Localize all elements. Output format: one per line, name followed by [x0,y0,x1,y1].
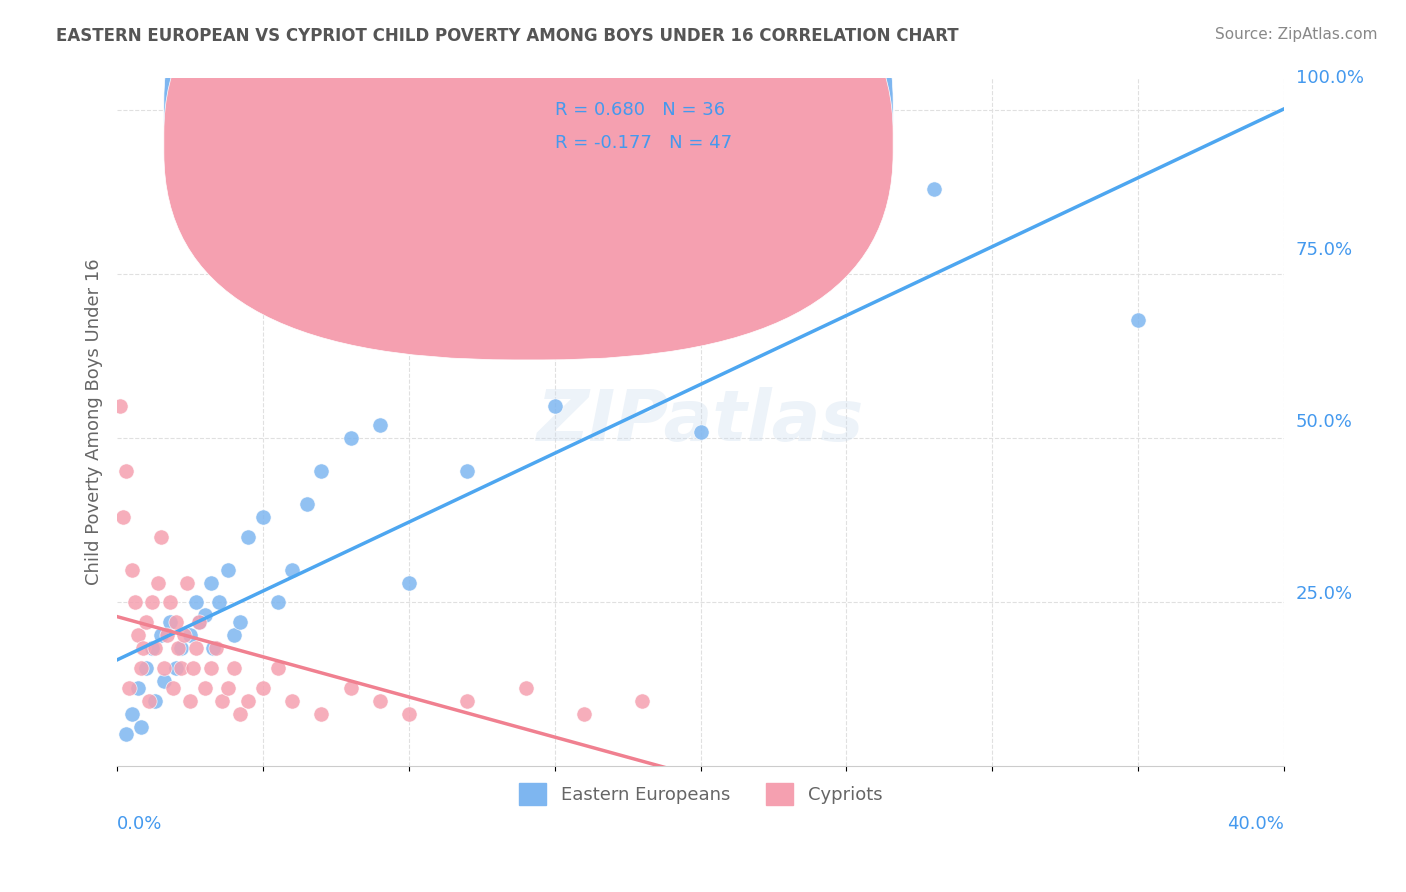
Point [217,562,239,576]
Point [222,628,245,642]
Point [456,464,478,478]
Point [149,530,172,544]
FancyBboxPatch shape [165,0,893,360]
FancyBboxPatch shape [491,85,794,174]
Y-axis label: Child Poverty Among Boys Under 16: Child Poverty Among Boys Under 16 [86,259,103,585]
Text: R = -0.177   N = 47: R = -0.177 N = 47 [555,134,733,152]
Point [162,681,184,695]
Text: 40.0%: 40.0% [1227,814,1284,832]
Text: 100.0%: 100.0% [1296,69,1364,87]
Point [295,497,318,511]
Point [689,425,711,439]
Point [222,661,245,675]
Point [184,595,207,609]
Point [111,510,134,524]
Point [149,628,172,642]
Point [179,694,201,708]
Point [146,575,169,590]
Point [184,641,207,656]
Point [118,681,141,695]
Point [211,694,233,708]
Text: 50.0%: 50.0% [1296,413,1353,431]
Text: 75.0%: 75.0% [1296,241,1353,259]
Point [108,399,131,413]
Point [252,681,274,695]
Point [127,681,149,695]
Point [311,464,333,478]
Point [194,608,217,623]
Point [153,661,176,675]
Point [281,694,304,708]
Point [631,694,654,708]
Point [205,641,228,656]
Point [194,681,217,695]
Point [368,694,391,708]
Point [572,706,595,721]
Point [208,595,231,609]
Point [266,661,288,675]
Point [266,595,288,609]
Point [153,673,176,688]
Point [167,641,190,656]
Point [138,694,160,708]
Point [124,595,146,609]
Point [311,706,333,721]
Point [456,694,478,708]
Legend: Eastern Europeans, Cypriots: Eastern Europeans, Cypriots [512,776,890,813]
FancyBboxPatch shape [165,0,893,326]
Point [252,510,274,524]
Text: EASTERN EUROPEAN VS CYPRIOT CHILD POVERTY AMONG BOYS UNDER 16 CORRELATION CHART: EASTERN EUROPEAN VS CYPRIOT CHILD POVERT… [56,27,959,45]
Point [135,661,157,675]
Point [228,706,250,721]
Text: 0.0%: 0.0% [117,814,163,832]
Point [165,661,187,675]
Point [173,628,195,642]
Point [398,575,420,590]
Point [115,464,138,478]
Point [159,595,181,609]
Point [922,182,945,196]
Point [368,418,391,433]
Point [217,681,239,695]
Point [176,575,198,590]
Point [121,706,143,721]
Point [156,628,179,642]
Point [228,615,250,629]
Text: ZIPatlas: ZIPatlas [537,387,865,457]
Point [135,615,157,629]
Point [281,562,304,576]
Point [238,530,260,544]
Text: Source: ZipAtlas.com: Source: ZipAtlas.com [1215,27,1378,42]
Point [187,615,209,629]
Point [129,720,152,734]
Point [179,628,201,642]
Text: 25.0%: 25.0% [1296,585,1353,603]
Point [159,615,181,629]
Point [339,681,361,695]
Point [165,615,187,629]
Point [200,575,222,590]
Point [544,399,567,413]
Point [121,562,143,576]
Point [398,706,420,721]
Point [127,628,149,642]
Point [339,431,361,445]
Point [141,595,163,609]
Point [129,661,152,675]
Point [1126,313,1149,327]
Point [515,681,537,695]
Point [132,641,155,656]
Point [238,694,260,708]
Point [202,641,225,656]
Point [181,661,204,675]
Point [143,694,166,708]
Point [170,661,193,675]
Point [200,661,222,675]
Point [143,641,166,656]
Point [170,641,193,656]
Point [187,615,209,629]
Text: R = 0.680   N = 36: R = 0.680 N = 36 [555,101,725,119]
Point [141,641,163,656]
Point [115,726,138,740]
